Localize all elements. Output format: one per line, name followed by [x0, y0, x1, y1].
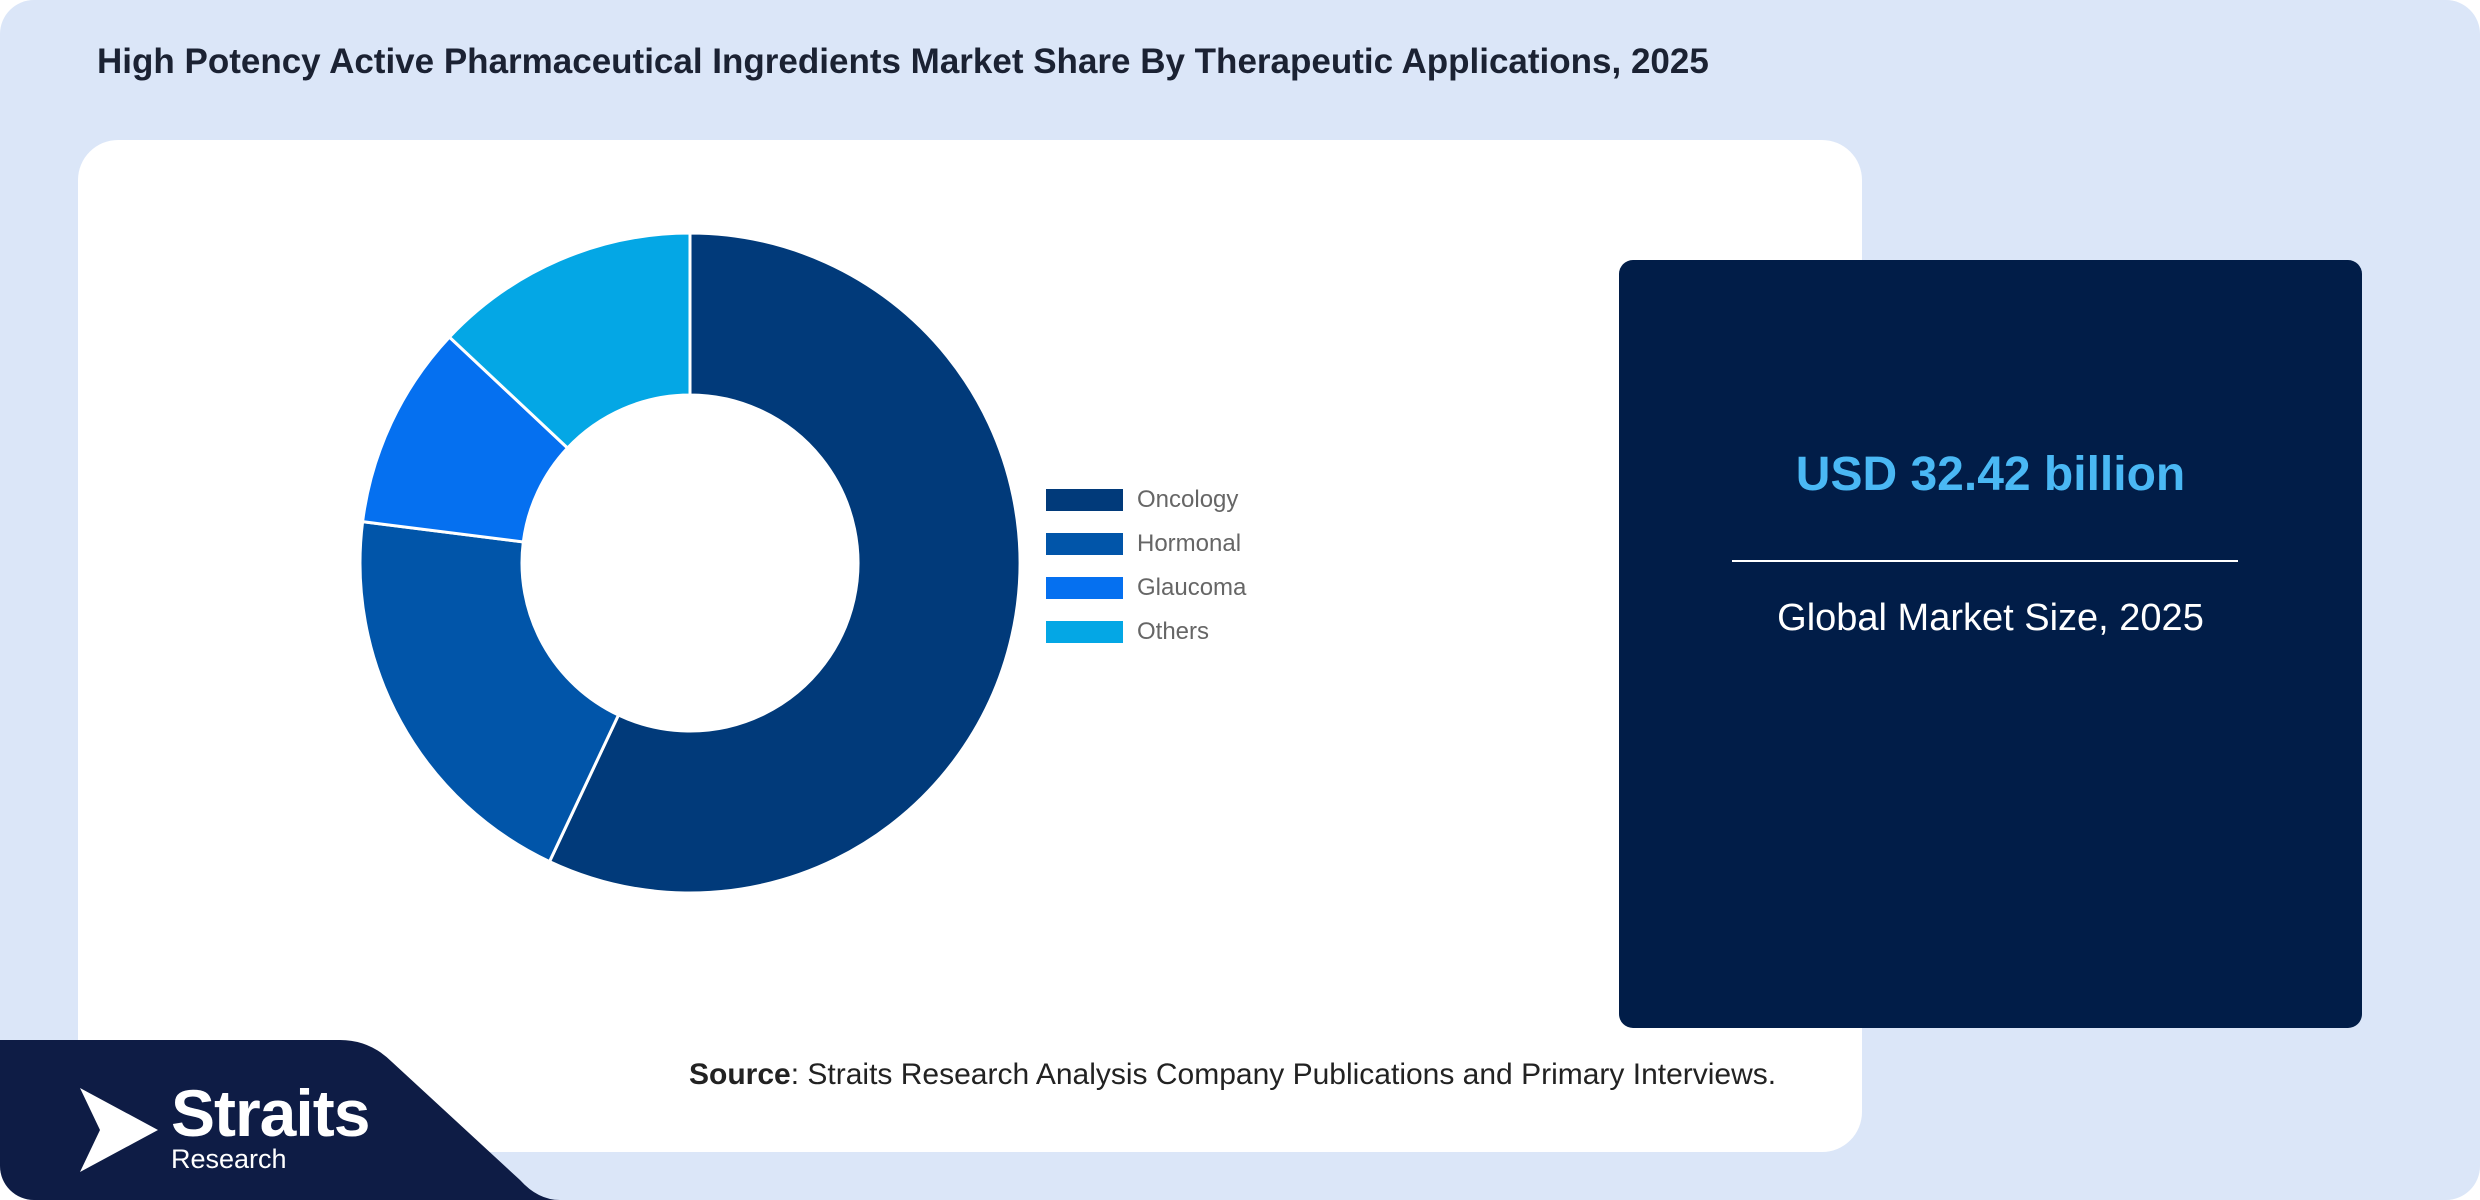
legend-label-others: Others — [1137, 618, 1210, 645]
legend-swatch-glaucoma — [1046, 577, 1123, 599]
legend-swatch-oncology — [1046, 489, 1123, 511]
legend-label-hormonal: Hormonal — [1137, 530, 1242, 557]
page-title: High Potency Active Pharmaceutical Ingre… — [97, 42, 1709, 81]
market-size-caption: Global Market Size, 2025 — [1777, 597, 2204, 639]
source-note: Source: Straits Research Analysis Compan… — [689, 1058, 1776, 1092]
footer-navy-shape — [0, 1040, 560, 1200]
legend-item-hormonal: Hormonal — [1046, 522, 1246, 566]
legend-swatch-others — [1046, 621, 1123, 643]
chart-legend: Oncology Hormonal Glaucoma Others — [1046, 478, 1246, 654]
source-text: : Straits Research Analysis Company Publ… — [790, 1058, 1777, 1091]
legend-label-glaucoma: Glaucoma — [1137, 574, 1247, 601]
card-divider — [1732, 560, 2238, 562]
straits-logo-icon — [80, 1088, 158, 1172]
brand-name: Straits — [171, 1076, 370, 1150]
brand-logo-text: Straits Research — [171, 1076, 370, 1174]
legend-item-others: Others — [1046, 610, 1246, 654]
legend-item-oncology: Oncology — [1046, 478, 1246, 522]
legend-item-glaucoma: Glaucoma — [1046, 566, 1246, 610]
market-size-value: USD 32.42 billion — [1795, 448, 2186, 501]
legend-label-oncology: Oncology — [1137, 486, 1239, 513]
donut-slice-oncology — [547, 231, 1022, 895]
donut-slice-hormonal — [358, 519, 621, 864]
donut-slice-others — [447, 231, 692, 451]
market-size-card: USD 32.42 billion Global Market Size, 20… — [1619, 260, 2362, 1028]
legend-swatch-hormonal — [1046, 533, 1123, 555]
brand-subtitle: Research — [171, 1144, 287, 1174]
source-label: Source — [689, 1058, 791, 1091]
